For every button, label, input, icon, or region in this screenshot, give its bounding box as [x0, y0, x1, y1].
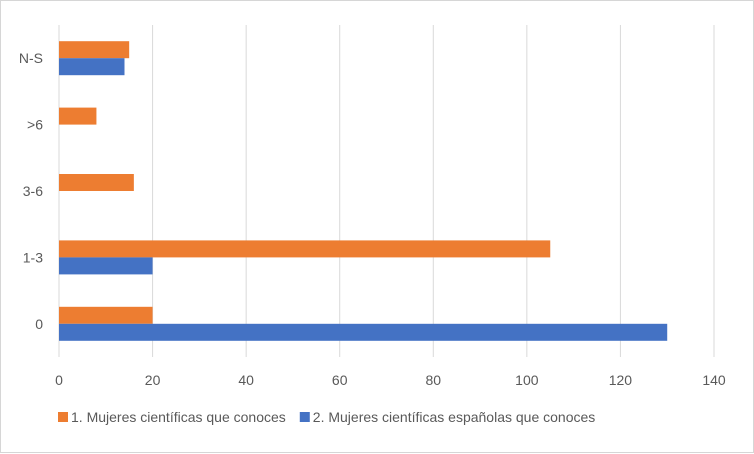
legend-swatch-1 [58, 412, 68, 422]
y-tick-label: 1-3 [23, 249, 43, 265]
legend-swatch-2 [299, 412, 310, 422]
x-tick-label: 20 [145, 372, 161, 388]
bar-series1-3-6 [59, 174, 134, 191]
x-tick-label: 60 [332, 372, 348, 388]
bar-series2-0 [59, 323, 668, 341]
x-tick-label: 80 [425, 372, 441, 388]
legend-label-2: 2. Mujeres científicas españolas que con… [313, 409, 596, 425]
y-tick-label: N-S [19, 50, 43, 66]
bar-series1-0 [59, 306, 153, 324]
x-tick-label: 140 [702, 372, 726, 388]
bar-series2-1-3 [59, 257, 153, 275]
x-tick-label: 0 [55, 372, 63, 388]
y-tick-label: 3-6 [23, 183, 43, 199]
x-tick-label: 100 [515, 372, 539, 388]
x-tick-label: 120 [609, 372, 633, 388]
x-tick-label: 40 [238, 372, 254, 388]
bar-series1-N-S [59, 41, 130, 59]
bar-series1-1-3 [59, 240, 551, 258]
bar-series1->6 [59, 107, 97, 125]
legend-label-1: 1. Mujeres científicas que conoces [71, 409, 286, 425]
bar-series2-N-S [59, 58, 125, 76]
y-tick-label: >6 [27, 117, 43, 133]
y-tick-label: 0 [35, 316, 43, 332]
